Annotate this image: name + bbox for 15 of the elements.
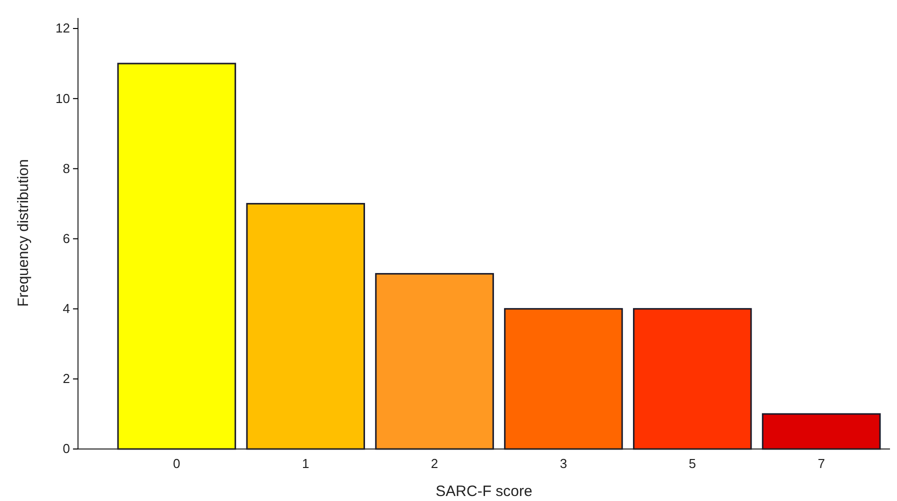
y-tick-label: 4 [62, 300, 70, 316]
x-tick-label: 5 [688, 456, 696, 472]
y-tick-label: 0 [62, 441, 70, 456]
x-tick-label: 3 [560, 456, 568, 472]
x-tick-label: 1 [302, 456, 310, 472]
y-tick-label: 12 [56, 20, 70, 36]
x-tick-label: 2 [430, 456, 438, 472]
y-tick-label: 10 [56, 90, 70, 106]
y-tick-label: 2 [62, 371, 70, 386]
x-tick-label: 7 [818, 456, 825, 472]
y-tick-label: 8 [62, 160, 70, 176]
y-axis-title: Frequency distribution [15, 159, 32, 307]
y-tick-label: 6 [62, 230, 70, 246]
x-axis-title: SARC-F score [436, 483, 532, 500]
x-tick-label: 0 [173, 456, 180, 472]
